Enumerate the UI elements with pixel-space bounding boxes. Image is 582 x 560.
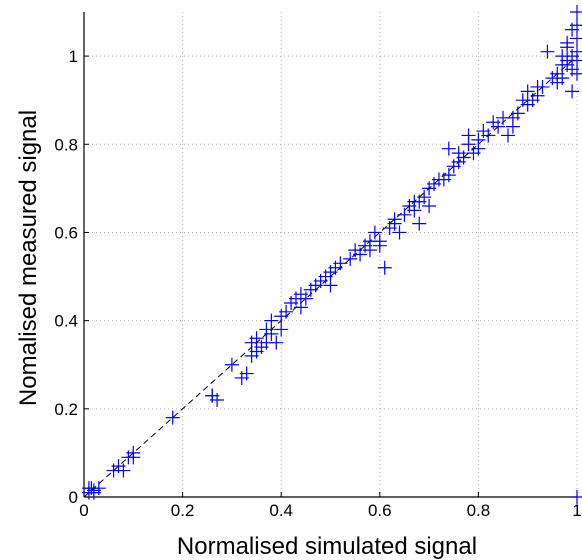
data-point-27 (264, 313, 279, 328)
x-tick-label-1: 0.2 (171, 501, 195, 520)
y-tick-label-0: 0 (69, 488, 78, 507)
data-point-36 (298, 291, 313, 306)
data-point-85 (491, 119, 506, 134)
data-point-28 (269, 335, 284, 350)
data-point-5 (81, 481, 96, 496)
data-point-115 (560, 35, 575, 50)
data-point-117 (550, 75, 565, 90)
data-point-34 (293, 300, 308, 315)
data-point-76 (456, 150, 471, 165)
x-tick-label-0: 0 (79, 501, 88, 520)
data-point-97 (535, 79, 550, 94)
data-point-8 (116, 463, 131, 478)
data-point-66 (422, 199, 437, 213)
data-point-111 (560, 57, 575, 72)
data-point-41 (323, 278, 338, 293)
data-point-44 (333, 256, 348, 271)
y-tick-label-3: 0.6 (54, 223, 78, 242)
data-point-78 (461, 128, 476, 143)
data-point-31 (279, 304, 294, 319)
data-point-29 (274, 322, 289, 337)
data-point-22 (249, 331, 264, 346)
y-tick-label-1: 0.2 (54, 400, 78, 419)
x-tick-label-3: 0.6 (368, 501, 392, 520)
data-point-62 (407, 203, 422, 218)
data-point-16 (224, 357, 239, 372)
y-tick-label-2: 0.4 (54, 312, 78, 331)
data-point-64 (412, 216, 427, 231)
y-axis-label: Nomalised measured signal (15, 110, 42, 406)
data-point-83 (481, 128, 496, 143)
data-point-12 (165, 410, 180, 425)
x-axis-label: Normalised simulated signal (177, 533, 477, 560)
data-point-72 (441, 141, 456, 156)
data-point-15 (205, 388, 220, 403)
data-point-114 (565, 84, 580, 99)
data-point-98 (540, 44, 555, 59)
y-tick-label-5: 1 (69, 47, 78, 66)
data-point-18 (239, 366, 254, 381)
data-point-59 (397, 207, 412, 222)
data-point-50 (362, 243, 377, 258)
data-point-11 (126, 445, 141, 460)
x-tick-label-4: 0.8 (467, 501, 491, 520)
data-point-51 (367, 225, 382, 240)
data-point-81 (471, 141, 486, 156)
data-point-71 (441, 168, 456, 183)
data-point-54 (377, 260, 392, 275)
y-tick-label-4: 0.8 (54, 135, 78, 154)
x-tick-label-2: 0.4 (269, 501, 293, 520)
data-points (81, 5, 582, 504)
data-point-45 (343, 251, 358, 266)
data-point-89 (505, 119, 520, 134)
data-point-57 (387, 212, 402, 227)
data-point-65 (417, 190, 432, 205)
data-point-53 (372, 238, 387, 253)
data-point-58 (392, 225, 407, 240)
data-point-26 (264, 326, 279, 341)
data-point-93 (520, 84, 535, 99)
x-tick-label-5: 1 (572, 501, 581, 520)
data-point-90 (510, 106, 525, 121)
tick-labels: 0 0.2 0.4 0.6 0.8 1 0 0.2 0.4 0.6 0.8 1 (54, 47, 581, 520)
data-point-47 (353, 247, 368, 262)
data-point-87 (500, 128, 515, 143)
